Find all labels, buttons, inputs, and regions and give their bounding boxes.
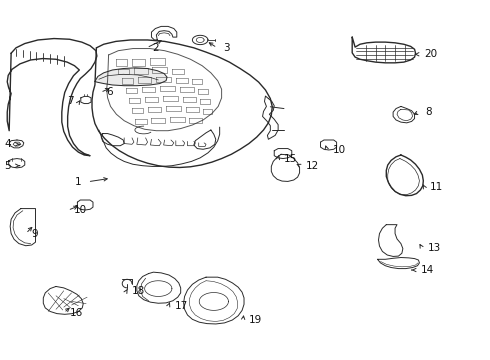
Text: 1: 1 [75, 177, 82, 187]
Text: 13: 13 [428, 243, 441, 253]
Text: 3: 3 [223, 43, 230, 53]
Text: 14: 14 [420, 265, 434, 275]
Text: 11: 11 [430, 182, 443, 192]
Text: 17: 17 [174, 301, 188, 311]
Text: 6: 6 [106, 87, 113, 98]
Text: 12: 12 [306, 161, 319, 171]
Text: 18: 18 [132, 287, 145, 296]
Text: 5: 5 [4, 161, 11, 171]
Text: 20: 20 [424, 49, 438, 59]
Text: 10: 10 [74, 205, 87, 215]
Polygon shape [95, 68, 167, 86]
Text: 4: 4 [4, 139, 11, 149]
Text: 19: 19 [249, 315, 262, 325]
Text: 10: 10 [333, 145, 346, 155]
Text: 9: 9 [31, 229, 38, 239]
Text: 15: 15 [284, 154, 297, 163]
Text: 8: 8 [425, 107, 432, 117]
Text: 16: 16 [70, 308, 83, 318]
Text: 2: 2 [152, 43, 159, 53]
Text: 7: 7 [67, 96, 74, 107]
